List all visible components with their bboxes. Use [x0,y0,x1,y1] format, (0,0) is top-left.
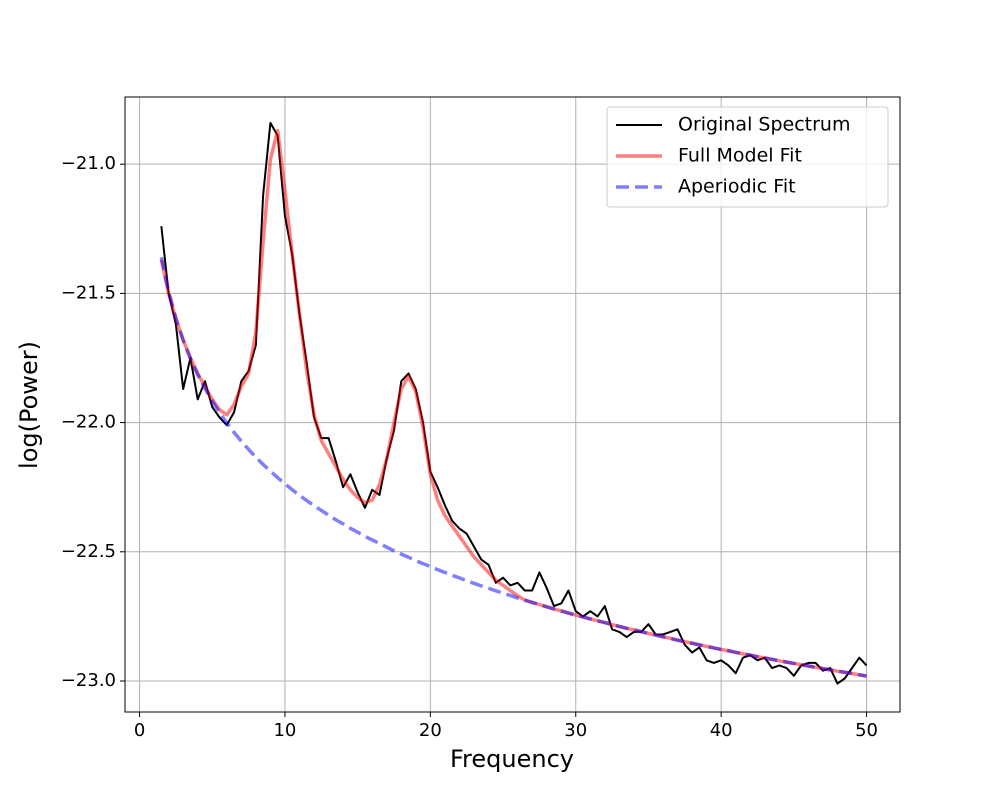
legend-box [606,106,889,208]
y-tick-label: −22.0 [61,412,116,433]
x-tick-label: 10 [273,720,296,741]
ticks: 0 10 20 30 40 50 −23.0 −22.5 −22.0 −21.5 −21.0 [61,153,878,741]
x-tick-label: 50 [855,720,878,741]
y-tick-label: −21.0 [61,153,116,174]
plot-lines [159,121,868,685]
series-line [159,256,867,678]
x-tick-label: 30 [564,720,587,741]
axes-frame [124,96,901,713]
y-tick-label: −21.5 [61,282,116,303]
y-tick-label: −22.5 [61,541,116,562]
x-tick-label: 20 [419,720,442,741]
y-axis-label: log(Power) [15,341,43,469]
y-tick-label: −23.0 [61,670,116,691]
x-tick-label: 0 [134,720,145,741]
legend-label: Aperiodic Fit [678,176,796,198]
legend-label: Full Model Fit [678,145,802,167]
legend: Original Spectrum Full Model Fit Aperiodic… [606,106,889,208]
x-axis-label: Frequency [450,745,574,773]
x-tick-label: 40 [710,720,733,741]
legend-label: Original Spectrum [678,114,850,136]
